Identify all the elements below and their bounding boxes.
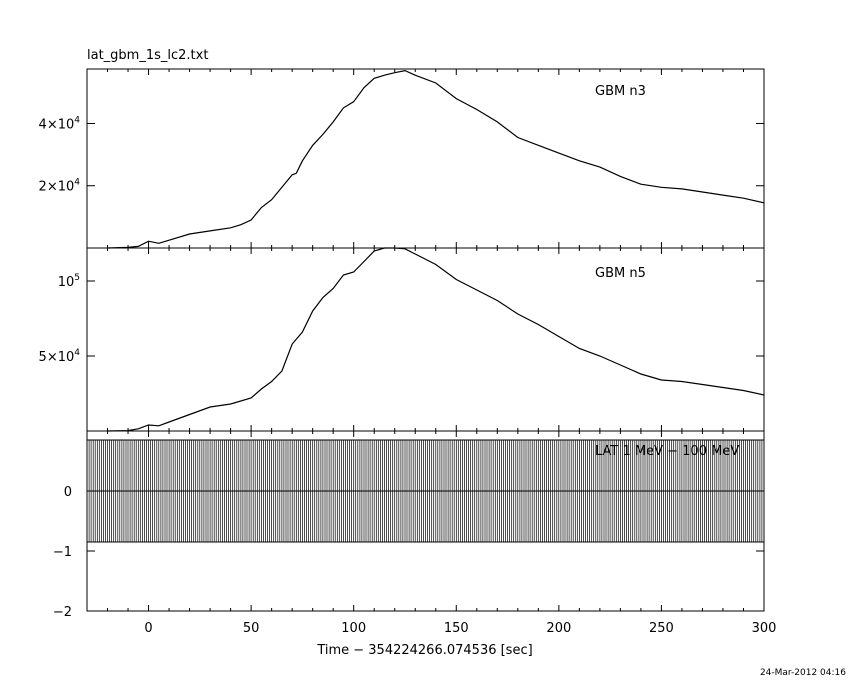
- timestamp: 24-Mar-2012 04:16: [760, 668, 846, 678]
- series-line-gbm-n3: [107, 69, 765, 249]
- x-tick-label: 100: [341, 621, 366, 636]
- panel-gbm-n3: GBM n3 2×104 4×104: [39, 68, 765, 249]
- plot-title: lat_gbm_1s_lc2.txt: [87, 48, 208, 63]
- panel-gbm-n3-frame: [86, 68, 765, 249]
- panel-gbm-n5-label: GBM n5: [595, 266, 646, 281]
- panel-gbm-n5-frame: [86, 247, 765, 432]
- panel-gbm-n3-label: GBM n3: [595, 84, 646, 99]
- y-tick-label: −1: [53, 545, 72, 560]
- panel-lat: LAT 1 MeV − 100 MeV −2 −1 0: [53, 430, 765, 620]
- y-tick-label: 2×104: [39, 178, 81, 195]
- y-tick-label: 4×104: [39, 115, 81, 132]
- x-tick-label: 150: [444, 621, 469, 636]
- x-tick-label: 300: [752, 621, 777, 636]
- x-tick-label: 200: [546, 621, 571, 636]
- panel-lat-label: LAT 1 MeV − 100 MeV: [595, 444, 739, 459]
- y-tick-label: −2: [53, 605, 72, 620]
- x-axis-label: Time − 354224266.074536 [sec]: [316, 643, 532, 658]
- y-tick-label: 5×104: [39, 348, 81, 365]
- x-tick-label: 0: [144, 621, 152, 636]
- x-axis: 0 50 100 150 200 250 300: [86, 69, 777, 636]
- x-tick-label: 50: [243, 621, 260, 636]
- y-tick-label: 105: [58, 273, 80, 290]
- y-tick-label: 0: [64, 485, 72, 500]
- series-line-gbm-n5: [107, 247, 765, 432]
- panel-gbm-n5: GBM n5 5×104 105: [39, 247, 765, 432]
- x-tick-label: 250: [649, 621, 674, 636]
